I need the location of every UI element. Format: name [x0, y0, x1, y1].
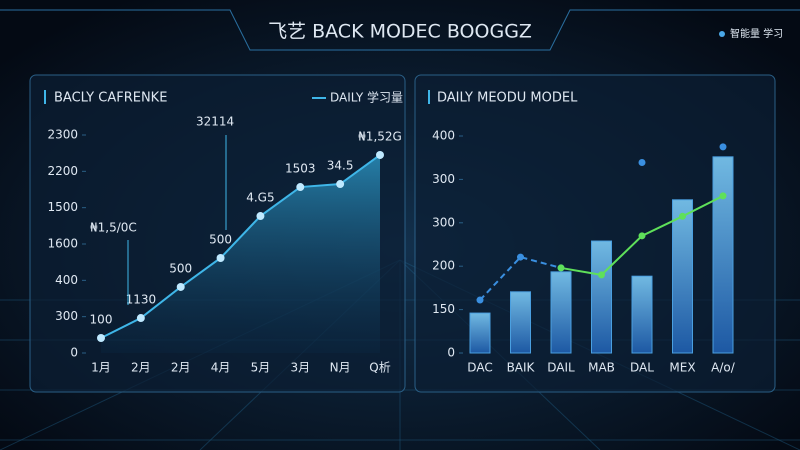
- x-tick-label: N月: [330, 361, 351, 375]
- bar: [631, 275, 653, 354]
- point-label: 1503: [285, 162, 316, 176]
- x-tick-label: MEX: [669, 361, 695, 375]
- title-accent: [428, 90, 430, 104]
- x-tick-label: 5月: [251, 361, 271, 375]
- point-label: 500: [169, 261, 192, 275]
- y-tick-label: 400: [55, 273, 78, 287]
- point: [336, 180, 345, 189]
- y-tick-label: 2300: [47, 128, 78, 142]
- x-tick-label: BAIK: [507, 361, 536, 375]
- point: [679, 212, 686, 220]
- header-frame: [0, 9, 800, 51]
- point: [719, 192, 727, 200]
- header-title: 飞艺 BACK MODEC BOOGGZ: [268, 21, 532, 43]
- point: [598, 271, 605, 279]
- point: [719, 143, 727, 151]
- point: [256, 212, 265, 221]
- y-tick-label: 300: [432, 172, 455, 186]
- point: [216, 253, 225, 262]
- point-label: 1130: [126, 293, 157, 307]
- annotation: 32114: [196, 115, 234, 129]
- x-tick-label: 4月: [211, 361, 231, 375]
- x-tick-label: 1月: [91, 361, 111, 375]
- x-tick-label: DAC: [467, 361, 492, 375]
- y-tick-label: 2200: [47, 164, 78, 178]
- y-tick-label: 200: [432, 259, 455, 273]
- status-dot: [719, 31, 725, 37]
- title-accent: [44, 90, 46, 104]
- chart-title: DAILY MEODU MODEL: [437, 91, 578, 106]
- bar: [510, 291, 531, 354]
- legend-label: DAILY 学习量: [330, 90, 403, 105]
- point-label: 100: [90, 313, 113, 327]
- header-status: 智能量 学习: [730, 27, 783, 40]
- y-tick-label: 150: [432, 302, 455, 316]
- chart-title: BACLY CAFRENKE: [54, 91, 167, 106]
- x-tick-label: 3月: [290, 361, 310, 375]
- point-label: 500: [209, 232, 232, 246]
- x-tick-label: MAB: [588, 361, 615, 375]
- area: [101, 154, 380, 353]
- point: [638, 232, 646, 240]
- point: [296, 183, 305, 192]
- point: [517, 253, 524, 261]
- line: [100, 154, 381, 339]
- point: [638, 158, 646, 166]
- point-label: 34.5: [327, 159, 354, 173]
- y-tick-label: 1600: [47, 237, 78, 251]
- x-tick-label: Q析: [369, 361, 390, 375]
- x-tick-label: 2月: [171, 361, 191, 375]
- bar: [469, 312, 491, 354]
- point-label: 4.G5: [246, 191, 274, 205]
- point: [97, 334, 105, 343]
- y-tick-label: 400: [432, 129, 455, 143]
- y-tick-label: 0: [447, 346, 455, 360]
- point-label: ₦1,52G: [358, 129, 402, 143]
- y-tick-label: 300: [55, 309, 78, 323]
- x-tick-label: DAIL: [547, 361, 575, 375]
- y-tick-label: 0: [70, 346, 78, 360]
- bar: [712, 156, 734, 354]
- annotation: ₦1,5/0C: [90, 221, 137, 235]
- point: [136, 314, 145, 323]
- y-tick-label: 300: [432, 215, 455, 229]
- point: [476, 296, 484, 304]
- y-tick-label: 1500: [47, 200, 78, 214]
- x-tick-label: DAL: [630, 361, 654, 375]
- bar: [550, 271, 572, 354]
- point: [176, 282, 185, 291]
- point: [557, 264, 565, 272]
- point: [376, 150, 384, 159]
- bar: [672, 199, 693, 354]
- bar: [591, 240, 612, 354]
- x-tick-label: A/o/: [711, 361, 736, 375]
- x-tick-label: 2月: [131, 361, 151, 375]
